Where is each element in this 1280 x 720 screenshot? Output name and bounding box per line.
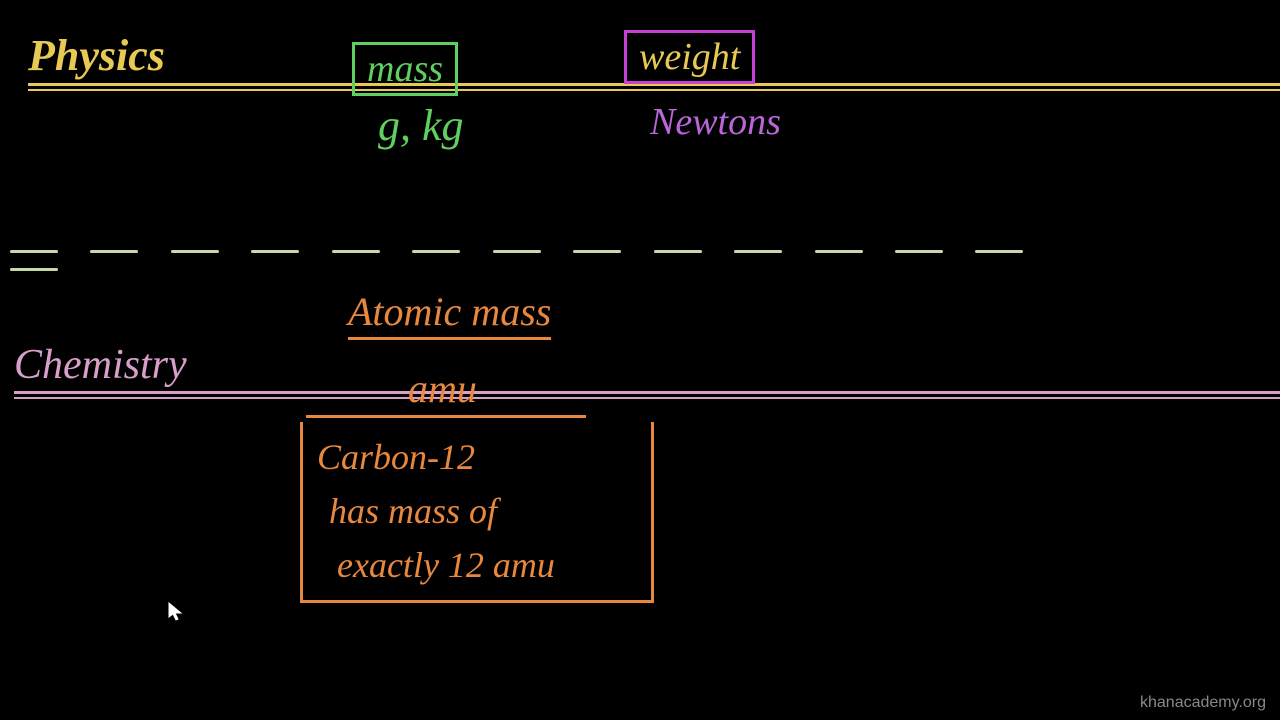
amu-underline: [306, 415, 586, 418]
mass-box: mass: [352, 42, 458, 96]
chemistry-title: Chemistry: [14, 341, 1280, 394]
weight-units: Newtons: [650, 100, 781, 144]
carbon12-line3: exactly 12 amu: [317, 538, 637, 592]
atomic-mass-label: Atomic mass: [348, 288, 551, 340]
carbon12-line2: has mass of: [317, 484, 637, 538]
amu-label: amu: [408, 365, 477, 412]
mouse-cursor-icon: [168, 602, 184, 627]
mass-units: g, kg: [378, 100, 464, 151]
carbon12-definition-box: Carbon-12 has mass of exactly 12 amu: [300, 422, 654, 603]
section-divider: [10, 240, 1060, 244]
carbon12-line1: Carbon-12: [317, 430, 637, 484]
weight-box: weight: [624, 30, 755, 84]
watermark: khanacademy.org: [1140, 694, 1266, 712]
